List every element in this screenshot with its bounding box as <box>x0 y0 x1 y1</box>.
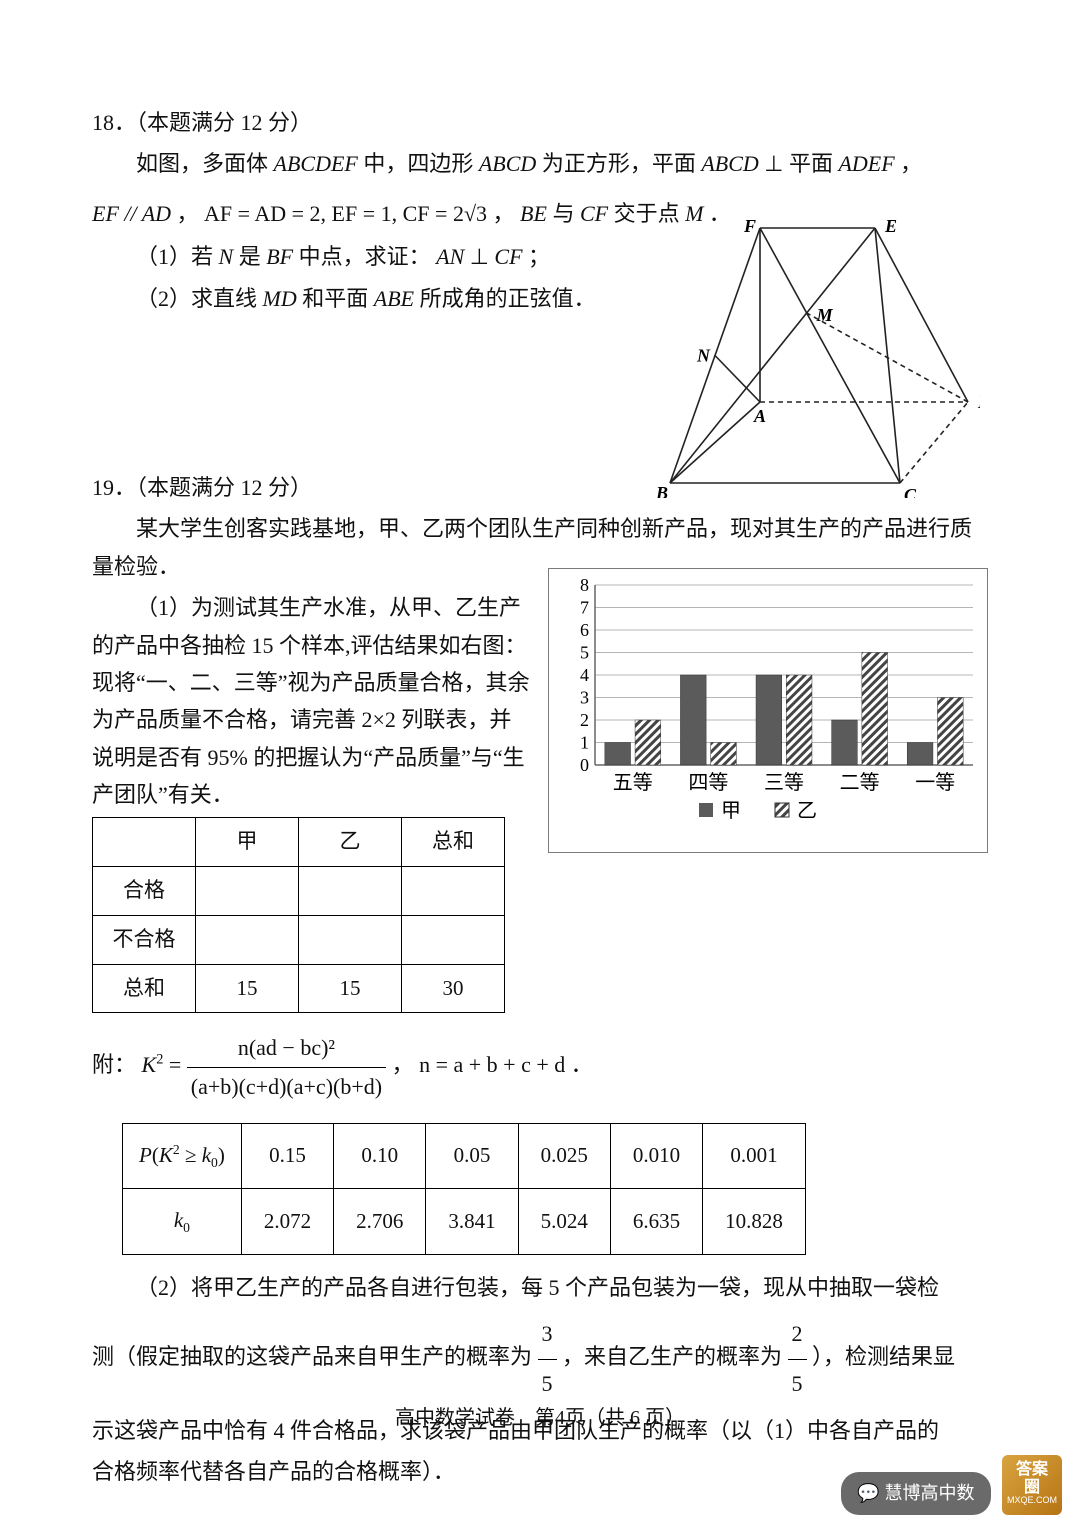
svg-text:乙: 乙 <box>797 800 817 822</box>
k2-num: n(ad − bc)² <box>187 1029 386 1067</box>
q18-l1-c: 为正方形，平面 <box>542 151 702 176</box>
q18-cf: CF <box>580 201 608 226</box>
q18-s1-a: （1）若 <box>136 244 219 269</box>
k2-prefix: 附： <box>92 1052 136 1077</box>
q18-s2-a: （2）求直线 <box>136 286 263 311</box>
svg-text:C: C <box>904 485 917 498</box>
svg-text:6: 6 <box>580 620 589 640</box>
q18-l1-a: 如图，多面体 <box>136 151 274 176</box>
q18-eq: AF = AD = 2, EF = 1, CF = 2√3 <box>204 201 487 226</box>
q19-p2-b3: ），检测结果显 <box>812 1344 955 1369</box>
svg-text:A: A <box>753 406 766 426</box>
svg-text:M: M <box>816 305 834 325</box>
q18-l2-d: ， <box>493 201 515 226</box>
q18-l2-f: 与 <box>552 201 580 226</box>
q18-abcdef: ABCDEF <box>274 151 358 176</box>
q18-s2-abe: ABE <box>374 286 414 311</box>
q19-chart: 01 23 45 67 8 五等 四等 三等 二等 一等 甲 乙 <box>548 568 988 853</box>
q18-s1-an: AN <box>436 244 464 269</box>
k2-den: (a+b)(c+d)(a+c)(b+d) <box>187 1068 386 1105</box>
svg-text:0: 0 <box>580 755 589 775</box>
wm-bubble: 💬 慧博高中数 <box>841 1472 990 1515</box>
svg-text:E: E <box>884 216 897 236</box>
q19-p2-a: （2）将甲乙生产的产品各自进行包装，每 5 个产品包装为一袋，现从中抽取一袋检 <box>92 1269 988 1306</box>
q19-table1: 甲乙总和合格不合格总和151530 <box>92 817 505 1013</box>
svg-text:四等: 四等 <box>688 771 728 794</box>
q18-s2-md: MD <box>263 286 297 311</box>
q18-abcd2: ABCD <box>701 151 758 176</box>
q18-s1-d: ⊥ <box>470 244 495 269</box>
svg-text:2: 2 <box>580 710 589 730</box>
page-footer: 高中数学试卷 第4页（共 6 页） <box>0 1401 1080 1435</box>
q19-p2-line2: 测（假定抽取的这袋产品来自甲生产的概率为 35 ，来自乙生产的概率为 25 ），… <box>92 1310 988 1408</box>
q18-abcd: ABCD <box>479 151 536 176</box>
q18-l2-b: ， <box>177 201 199 226</box>
k2-K: K <box>142 1052 157 1077</box>
wm-site: MXQE.COM <box>1002 1496 1062 1506</box>
svg-text:F: F <box>743 216 756 236</box>
q19-p2-b2: ，来自乙生产的概率为 <box>562 1344 782 1369</box>
svg-text:甲: 甲 <box>721 800 741 822</box>
svg-text:5: 5 <box>580 643 589 663</box>
q18-s1-c: 中点，求证： <box>299 244 431 269</box>
svg-text:D: D <box>977 392 980 412</box>
q18-s1-cf: CF <box>494 244 522 269</box>
svg-text:三等: 三等 <box>764 771 804 794</box>
q18-s2-b: 和平面 <box>302 286 374 311</box>
svg-text:8: 8 <box>580 575 589 595</box>
q18-s1-e: ； <box>528 244 550 269</box>
q19-table2: P(K2 ≥ k0)0.150.100.050.0250.0100.001k02… <box>122 1123 806 1255</box>
wm-bubble-text: 慧博高中数 <box>885 1483 975 1503</box>
q18-s1-bf: BF <box>266 244 293 269</box>
q18-l1-b: 中，四边形 <box>363 151 479 176</box>
q19-p2-b1: 测（假定抽取的这袋产品来自甲生产的概率为 <box>92 1344 532 1369</box>
watermark: 💬 慧博高中数 答案 圈 MXQE.COM <box>841 1455 1062 1515</box>
k2-formula: 附： K2 = n(ad − bc)² (a+b)(c+d)(a+c)(b+d)… <box>92 1029 988 1105</box>
q18-perp: ⊥ 平面 <box>764 151 838 176</box>
q18-adef: ADEF <box>838 151 894 176</box>
svg-text:4: 4 <box>580 665 589 685</box>
k2-eq: = <box>169 1052 187 1077</box>
k2-n: n = a + b + c + d <box>419 1052 565 1077</box>
q18-line1: 如图，多面体 ABCDEF 中，四边形 ABCD 为正方形，平面 ABCD ⊥ … <box>92 145 988 182</box>
q18-number: 18．（本题满分 12 分） <box>92 104 988 141</box>
q19-p1: （1）为测试其生产水准，从甲、乙生产的产品中各抽检 15 个样本,评估结果如右图… <box>92 589 530 813</box>
svg-text:B: B <box>655 483 668 498</box>
q18-s2-c: 所成角的正弦值． <box>420 286 596 311</box>
q18-l1-end: ， <box>900 151 922 176</box>
q18-diagram: F E M N A B C D <box>650 208 980 509</box>
svg-text:五等: 五等 <box>613 771 653 794</box>
svg-text:N: N <box>696 346 711 366</box>
svg-text:二等: 二等 <box>840 771 880 794</box>
wm-s1: 答案 <box>1002 1461 1062 1479</box>
k2-comma: ， <box>392 1052 414 1077</box>
svg-text:7: 7 <box>580 598 589 618</box>
q18-be: BE <box>520 201 547 226</box>
svg-text:3: 3 <box>580 688 589 708</box>
wm-stamp: 答案 圈 MXQE.COM <box>1002 1455 1062 1515</box>
f2n: 2 <box>788 1310 807 1359</box>
svg-text:一等: 一等 <box>915 771 955 794</box>
q18-s1-n: N <box>219 244 234 269</box>
q18-efad: EF // AD <box>92 201 171 226</box>
wm-s2: 圈 <box>1002 1479 1062 1497</box>
k2-dot: ． <box>571 1052 593 1077</box>
f1n: 3 <box>538 1310 557 1359</box>
q18-s1-b: 是 <box>239 244 267 269</box>
svg-text:1: 1 <box>580 733 589 753</box>
